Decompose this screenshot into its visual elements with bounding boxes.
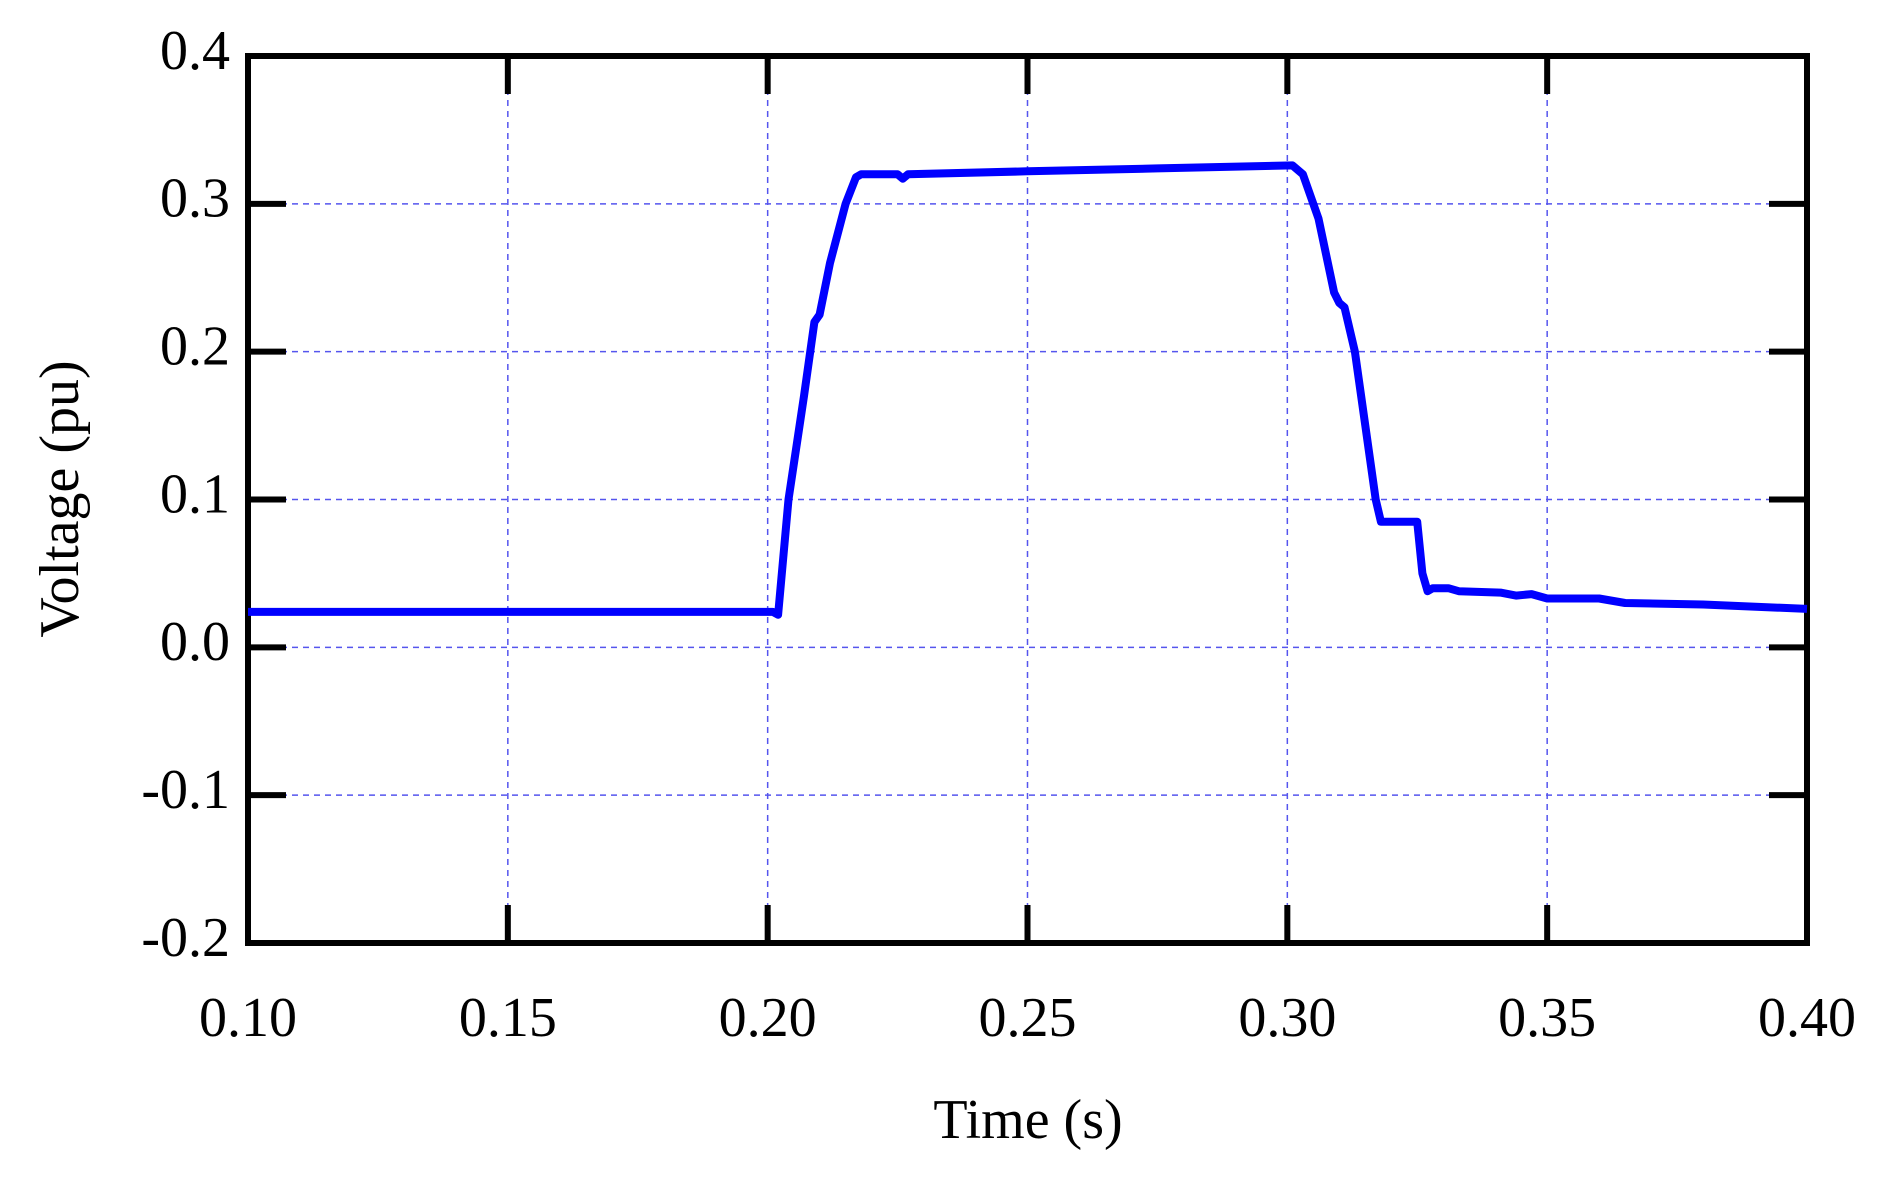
y-tick-label: 0.4 bbox=[160, 20, 230, 82]
x-tick-label: 0.25 bbox=[979, 987, 1077, 1049]
x-tick-label: 0.40 bbox=[1758, 987, 1856, 1049]
y-tick-label: 0.2 bbox=[160, 316, 230, 378]
y-tick-label: 0.0 bbox=[160, 611, 230, 673]
y-tick-label: 0.3 bbox=[160, 168, 230, 230]
x-tick-label: 0.35 bbox=[1498, 987, 1596, 1049]
data-line bbox=[248, 161, 1808, 619]
x-axis-label: Time (s) bbox=[933, 1089, 1122, 1151]
y-axis-label: Voltage (pu) bbox=[29, 360, 91, 637]
x-tick-label: 0.10 bbox=[199, 987, 297, 1049]
x-tick-label: 0.15 bbox=[459, 987, 557, 1049]
plot-frame bbox=[245, 53, 1810, 946]
y-tick-label: -0.1 bbox=[141, 759, 230, 821]
y-tick-label: 0.1 bbox=[160, 463, 230, 525]
y-tick-label: -0.2 bbox=[141, 907, 230, 969]
x-tick-label: 0.30 bbox=[1238, 987, 1336, 1049]
x-tick-label: 0.20 bbox=[719, 987, 817, 1049]
